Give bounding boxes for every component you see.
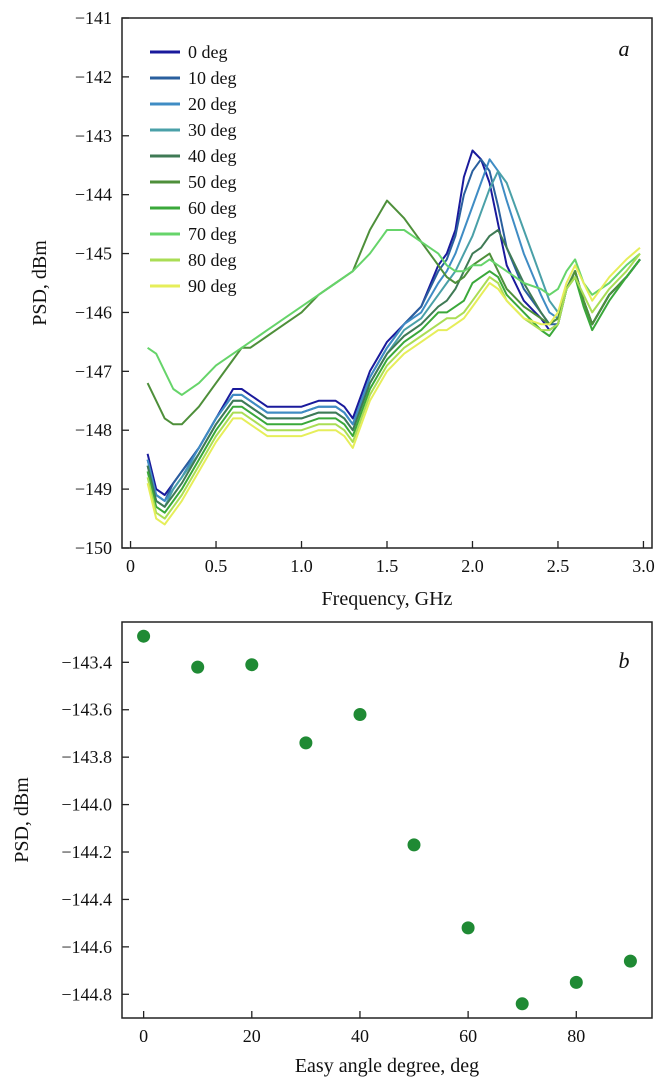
legend-label: 70 deg: [188, 224, 237, 244]
data-point: [299, 736, 313, 750]
x-tick-label: 0: [126, 556, 135, 576]
series-line-70-deg: [147, 229, 641, 396]
y-tick-label: −144.8: [61, 984, 112, 1004]
legend-label: 80 deg: [188, 250, 237, 270]
data-point: [569, 975, 583, 989]
y-tick-label: −150: [75, 538, 112, 558]
x-tick-label: 40: [351, 1026, 369, 1046]
series-line-90-deg: [146, 246, 641, 526]
x-tick-label: 0.5: [205, 556, 228, 576]
y-tick-label: −145: [75, 244, 112, 264]
series-line-50-deg: [146, 199, 641, 426]
legend-label: 20 deg: [188, 94, 237, 114]
y-tick-label: −143.6: [61, 700, 112, 720]
panel-a-y-axis-title: PSD, dBm: [29, 240, 51, 326]
y-tick-label: −144.2: [61, 842, 112, 862]
y-tick-label: −147: [75, 361, 112, 381]
legend-label: 60 deg: [188, 198, 237, 218]
data-point: [353, 708, 367, 721]
legend-label: 90 deg: [188, 276, 237, 296]
y-tick-label: −144.0: [61, 795, 112, 815]
y-tick-label: −144: [75, 185, 112, 205]
panel-a-series-lines: [146, 149, 641, 526]
x-tick-label: 1.0: [290, 556, 313, 576]
data-point: [515, 997, 529, 1011]
x-tick-label: 60: [459, 1026, 477, 1046]
data-point: [407, 838, 421, 852]
y-tick-label: −149: [75, 479, 112, 499]
data-point: [137, 629, 151, 643]
x-tick-label: 20: [243, 1026, 261, 1046]
y-tick-label: −144.4: [61, 889, 112, 909]
y-tick-label: −144.6: [61, 937, 112, 957]
x-tick-label: 0: [139, 1026, 148, 1046]
x-tick-label: 2.0: [461, 556, 484, 576]
y-tick-label: −143: [75, 126, 112, 146]
x-tick-label: 3.0: [632, 556, 655, 576]
panel-b-x-axis-title: Easy angle degree, deg: [295, 1055, 479, 1077]
panel-b-plot-frame: [121, 621, 653, 1019]
y-tick-label: −142: [75, 67, 112, 87]
data-point: [191, 660, 205, 674]
panel-b-points: [137, 629, 637, 1011]
y-tick-label: −146: [75, 302, 112, 322]
y-tick-label: −148: [75, 420, 112, 440]
series-line-80-deg: [146, 252, 641, 520]
legend-label: 0 deg: [188, 42, 228, 62]
x-tick-label: 2.5: [547, 556, 570, 576]
panel-a-chart: 0 0.5 1.0 1.5 2.0 2.5 3.0 −150 −149 −148 −147 −146 −…: [29, 8, 655, 610]
y-tick-label: −143.8: [61, 747, 112, 767]
panel-a-x-axis-title: Frequency, GHz: [322, 588, 453, 610]
data-point: [623, 954, 637, 968]
legend-label: 40 deg: [188, 146, 237, 166]
panel-a-legend: 0 deg 10 deg 20 deg 30 deg 40 deg 50 deg 60 de…: [150, 42, 237, 296]
series-line-60-deg: [146, 258, 641, 514]
y-tick-label: −141: [75, 8, 112, 28]
panel-b-ticks: 0 20 40 60 80 −143.4 −143.6 −143.8 −144.0 −144.2 −…: [61, 652, 585, 1046]
legend-label: 10 deg: [188, 68, 237, 88]
panel-a-letter: a: [619, 36, 630, 61]
legend-label: 50 deg: [188, 172, 237, 192]
x-tick-label: 1.5: [376, 556, 399, 576]
panel-b-letter: b: [619, 648, 630, 673]
panel-b-y-axis-title: PSD, dBm: [11, 777, 33, 863]
panel-b-chart: 0 20 40 60 80 −143.4 −143.6 −143.8 −144.0 −144.2 −…: [11, 621, 653, 1077]
data-point: [461, 921, 475, 935]
x-tick-label: 80: [567, 1026, 585, 1046]
panel-a-ticks: 0 0.5 1.0 1.5 2.0 2.5 3.0 −150 −149 −148 −147 −146 −…: [75, 8, 655, 576]
legend-label: 30 deg: [188, 120, 237, 140]
y-tick-label: −143.4: [61, 652, 112, 672]
data-point: [245, 658, 259, 672]
